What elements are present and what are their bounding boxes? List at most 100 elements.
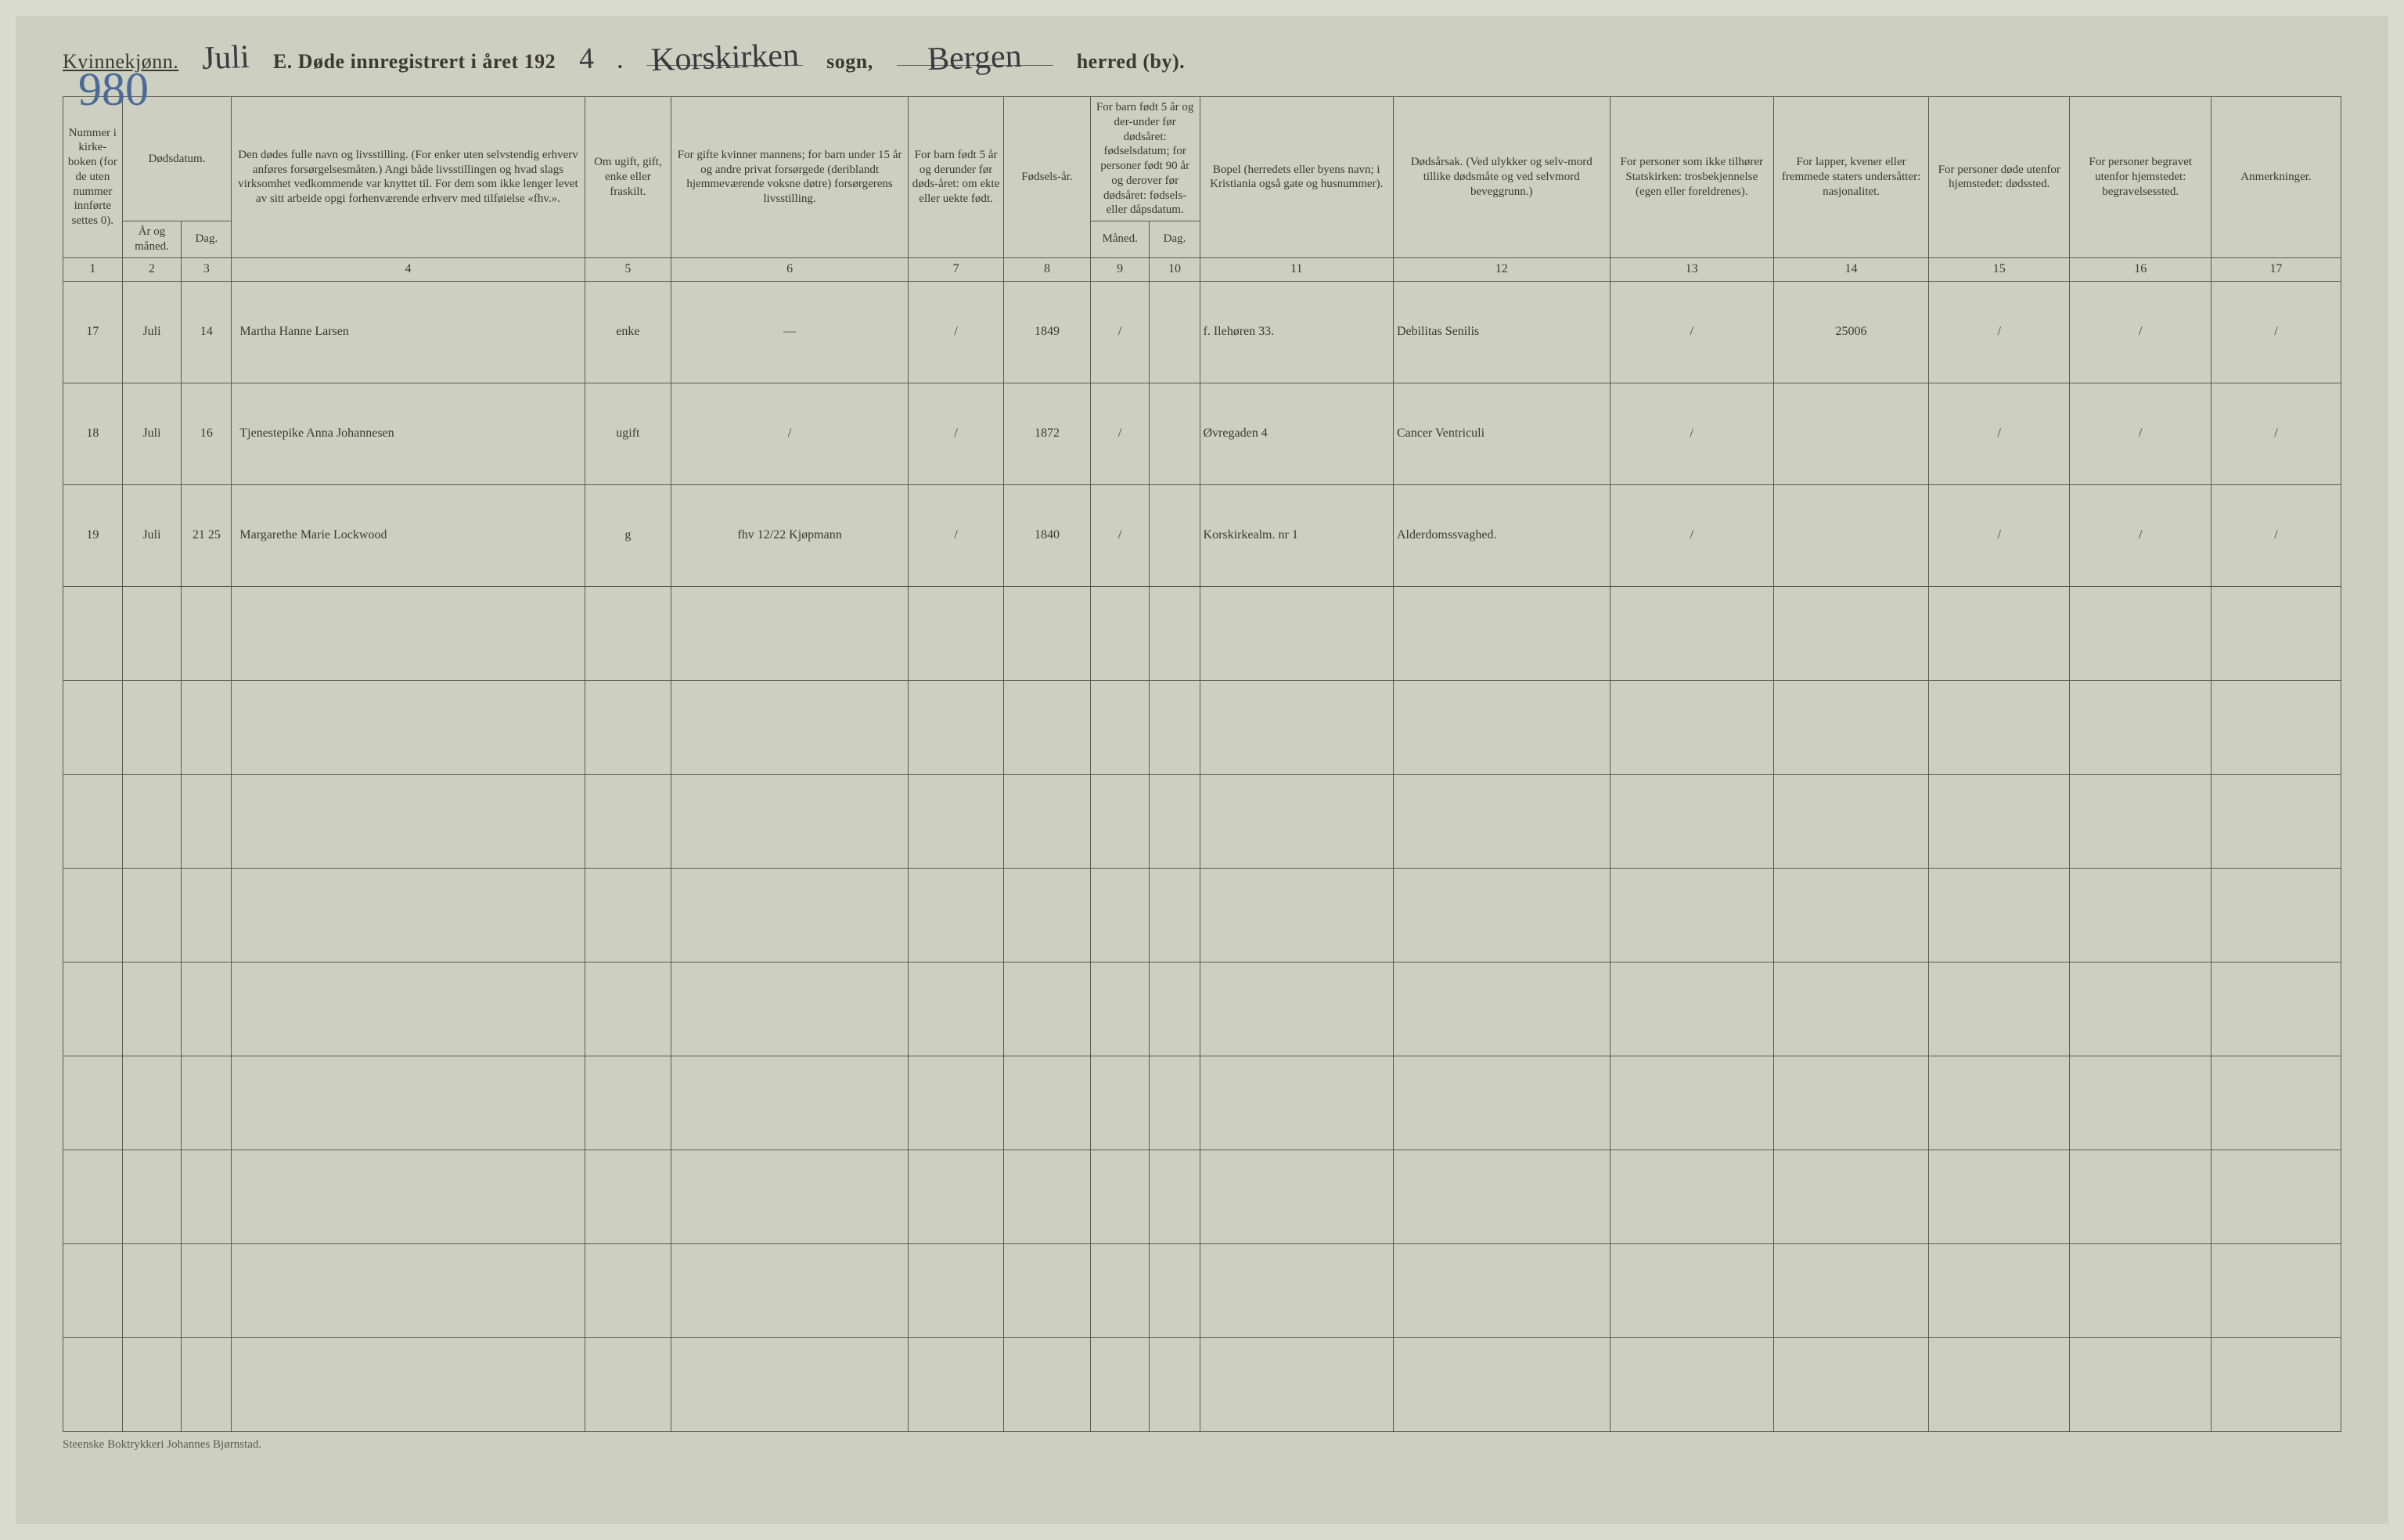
cell-c13: / xyxy=(1610,281,1774,383)
col-header-1: Nummer i kirke-boken (for de uten nummer… xyxy=(63,97,123,258)
colnum: 9 xyxy=(1090,257,1150,281)
col-header-12: Dødsårsak. (Ved ulykker og selv-mord til… xyxy=(1393,97,1610,258)
col-header-5: Om ugift, gift, enke eller fraskilt. xyxy=(585,97,671,258)
cell-status: ugift xyxy=(585,383,671,484)
cell-c16: / xyxy=(2070,383,2211,484)
table-row: 19 Juli 21 25 Margarethe Marie Lockwood … xyxy=(63,484,2341,586)
table-body: 17 Juli 14 Martha Hanne Larsen enke — / … xyxy=(63,281,2341,1431)
cell-provider: / xyxy=(671,383,909,484)
colnum: 2 xyxy=(122,257,182,281)
col-header-9: Måned. xyxy=(1090,221,1150,258)
cell-cause: Alderdomssvaghed. xyxy=(1393,484,1610,586)
colnum: 4 xyxy=(232,257,585,281)
col-header-16: For personer begravet utenfor hjemstedet… xyxy=(2070,97,2211,258)
colnum: 8 xyxy=(1004,257,1091,281)
cell-bm: / xyxy=(1090,383,1150,484)
cell-legit: / xyxy=(908,484,1003,586)
cell-c13: / xyxy=(1610,484,1774,586)
colnum: 7 xyxy=(908,257,1003,281)
col-header-9-10: For barn født 5 år og der-under før døds… xyxy=(1090,97,1200,221)
col-header-4: Den dødes fulle navn og livsstilling. (F… xyxy=(232,97,585,258)
col-header-8: Fødsels-år. xyxy=(1004,97,1091,258)
empty-row xyxy=(63,680,2341,774)
cell-month: Juli xyxy=(122,281,182,383)
empty-row xyxy=(63,962,2341,1056)
col-header-15: For personer døde utenfor hjemstedet: dø… xyxy=(1929,97,2070,258)
colnum: 13 xyxy=(1610,257,1774,281)
table-row: 18 Juli 16 Tjenestepike Anna Johannesen … xyxy=(63,383,2341,484)
year-digit: 4 xyxy=(578,41,595,77)
cell-legit: / xyxy=(908,281,1003,383)
cell-bm: / xyxy=(1090,281,1150,383)
cell-day: 16 xyxy=(182,383,232,484)
parish-label: sogn, xyxy=(826,50,873,74)
page-number: 980 xyxy=(78,63,149,117)
empty-row xyxy=(63,1337,2341,1431)
col-header-2: År og måned. xyxy=(122,221,182,258)
col-header-11: Bopel (herredets eller byens navn; i Kri… xyxy=(1200,97,1393,258)
cell-day: 14 xyxy=(182,281,232,383)
cell-month: Juli xyxy=(122,383,182,484)
cell-bd xyxy=(1150,281,1200,383)
cell-month: Juli xyxy=(122,484,182,586)
col-header-3: Dag. xyxy=(182,221,232,258)
cell-c15: / xyxy=(1929,281,2070,383)
cell-num: 17 xyxy=(63,281,123,383)
colnum: 11 xyxy=(1200,257,1393,281)
cell-birth-year: 1849 xyxy=(1004,281,1091,383)
cell-residence: Korskirkealm. nr 1 xyxy=(1200,484,1393,586)
cell-c17: / xyxy=(2211,484,2341,586)
cell-name: Margarethe Marie Lockwood xyxy=(232,484,585,586)
colnum: 10 xyxy=(1150,257,1200,281)
cell-residence: Øvregaden 4 xyxy=(1200,383,1393,484)
printer-footer: Steenske Boktrykkeri Johannes Bjørnstad. xyxy=(63,1438,2341,1452)
col-header-7: For barn født 5 år og derunder før døds-… xyxy=(908,97,1003,258)
empty-row xyxy=(63,774,2341,868)
cell-birth-year: 1872 xyxy=(1004,383,1091,484)
cell-legit: / xyxy=(908,383,1003,484)
cell-cause: Debilitas Senilis xyxy=(1393,281,1610,383)
cell-c14: 25006 xyxy=(1774,281,1929,383)
colnum: 12 xyxy=(1393,257,1610,281)
cell-name: Tjenestepike Anna Johannesen xyxy=(232,383,585,484)
cell-provider: — xyxy=(671,281,909,383)
cell-c13: / xyxy=(1610,383,1774,484)
cell-c14 xyxy=(1774,484,1929,586)
page-header: Kvinnekjønn. 980 Juli E. Døde innregistr… xyxy=(63,39,2341,77)
cell-status: enke xyxy=(585,281,671,383)
cell-c15: / xyxy=(1929,383,2070,484)
col-header-6: For gifte kvinner mannens; for barn unde… xyxy=(671,97,909,258)
column-number-row: 1 2 3 4 5 6 7 8 9 10 11 12 13 14 15 16 1… xyxy=(63,257,2341,281)
cell-c16: / xyxy=(2070,281,2211,383)
district-handwritten: Bergen xyxy=(927,38,1023,78)
cell-c15: / xyxy=(1929,484,2070,586)
colnum: 16 xyxy=(2070,257,2211,281)
cell-day: 21 25 xyxy=(182,484,232,586)
cell-num: 19 xyxy=(63,484,123,586)
colnum: 6 xyxy=(671,257,909,281)
colnum: 14 xyxy=(1774,257,1929,281)
month-handwritten: Juli xyxy=(201,38,250,77)
title-period: . xyxy=(617,50,623,74)
empty-row xyxy=(63,1056,2341,1150)
colnum: 3 xyxy=(182,257,232,281)
col-header-10: Dag. xyxy=(1150,221,1200,258)
colnum: 5 xyxy=(585,257,671,281)
colnum: 15 xyxy=(1929,257,2070,281)
cell-c16: / xyxy=(2070,484,2211,586)
col-header-14: For lapper, kvener eller fremmede stater… xyxy=(1774,97,1929,258)
empty-row xyxy=(63,1150,2341,1243)
empty-row xyxy=(63,586,2341,680)
cell-status: g xyxy=(585,484,671,586)
empty-row xyxy=(63,868,2341,962)
district-label: herred (by). xyxy=(1077,50,1185,74)
colnum: 1 xyxy=(63,257,123,281)
cell-num: 18 xyxy=(63,383,123,484)
cell-provider: fhv 12/22 Kjøpmann xyxy=(671,484,909,586)
cell-bd xyxy=(1150,484,1200,586)
empty-row xyxy=(63,1243,2341,1337)
cell-birth-year: 1840 xyxy=(1004,484,1091,586)
table-row: 17 Juli 14 Martha Hanne Larsen enke — / … xyxy=(63,281,2341,383)
colnum: 17 xyxy=(2211,257,2341,281)
parish-handwritten: Korskirken xyxy=(650,37,800,80)
